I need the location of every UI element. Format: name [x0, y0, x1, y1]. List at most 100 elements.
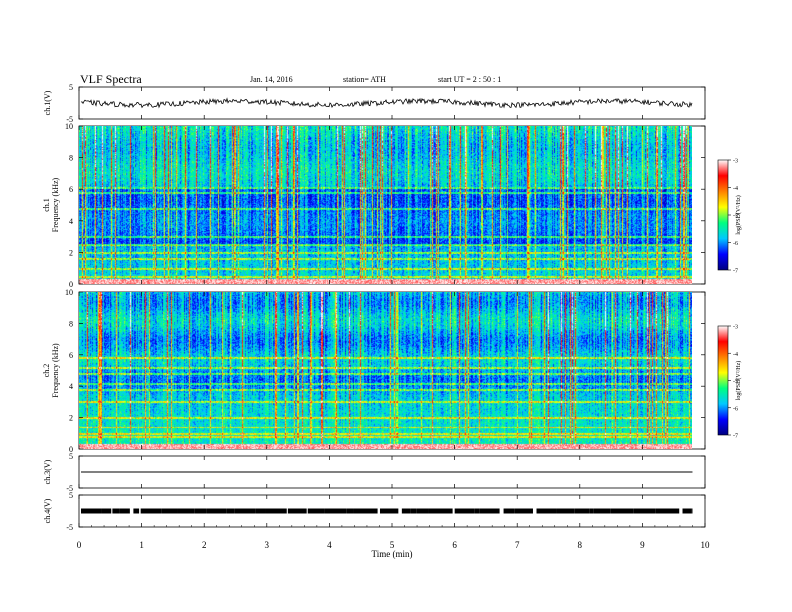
ch4-pulse-segment: [401, 508, 411, 514]
ch1-spectrogram-image: [79, 126, 692, 284]
x-axis-label: Time (min): [372, 549, 413, 559]
x-tick-label: 5: [390, 540, 395, 550]
ch2-spectrogram-image: [79, 292, 692, 449]
ch4-pulse-segment: [353, 508, 378, 514]
y-tick-label: 2: [69, 414, 73, 423]
y-tick-label: 8: [69, 154, 73, 163]
ch4-pulse-segment: [133, 508, 140, 514]
ch4-pulse-segment: [479, 508, 500, 514]
ch4-waveform-trace: [81, 508, 693, 514]
x-tick-label: 10: [701, 540, 711, 550]
ch1-colorbar: -3 -4 -5 -6 -7 log(PSD(V²/Hz): [717, 159, 742, 275]
ch4-pulse-segment: [416, 508, 429, 514]
ch4-pulse-segment: [682, 508, 692, 514]
ch4-pulse-segment: [454, 508, 475, 514]
ch4-pulse-segment: [112, 508, 120, 514]
ch4-pulse-segment: [287, 508, 307, 514]
y-tick-label: 5: [69, 491, 73, 500]
y-tick-label: -5: [66, 484, 73, 493]
colorbar-tick-label: -4: [733, 352, 738, 358]
ch4-pulse-segment: [255, 508, 266, 514]
y-tick-label: 5: [69, 83, 73, 92]
ch4-pulse-segment: [307, 508, 325, 514]
ch4-pulse-segment: [226, 508, 235, 514]
station-label: station= ATH: [343, 75, 386, 84]
colorbar-bar: [717, 325, 729, 436]
y-tick-label: 0: [69, 445, 73, 454]
x-tick-label: 2: [202, 540, 207, 550]
colorbar-tick-label: -6: [733, 241, 738, 247]
spectrogram-raster: [79, 126, 692, 284]
y-tick-label: 4: [69, 217, 73, 226]
colorbar-tick-label: -7: [733, 269, 738, 275]
ch4-pulse-segment: [610, 508, 634, 514]
y-axis-label: ch.3(V): [43, 459, 52, 484]
colorbar-tick-label: -5: [733, 379, 738, 385]
ch4-pulse-segment: [474, 508, 480, 514]
x-tick-label: 3: [265, 540, 270, 550]
y-tick-label: -5: [66, 523, 73, 532]
ch4-pulse-segment: [140, 508, 162, 514]
ch4-pulse-segment: [655, 508, 680, 514]
colorbar-tick-label: -3: [733, 325, 738, 331]
colorbar-tick-label: -6: [733, 406, 738, 412]
x-tick-label: 7: [515, 540, 520, 550]
y-tick-label: 6: [69, 185, 73, 194]
date-label: Jan. 14, 2016: [250, 75, 293, 84]
y-axis-channel-label: ch.2: [42, 364, 51, 378]
ch4-pulse-segment: [589, 508, 594, 514]
y-tick-label: 10: [65, 122, 73, 131]
start-time-label: start UT = 2 : 50 : 1: [438, 75, 501, 84]
colorbar-bar: [717, 159, 729, 271]
ch4-pulse-segment: [265, 508, 287, 514]
y-tick-label: 2: [69, 248, 73, 257]
x-tick-label: 1: [139, 540, 144, 550]
y-tick-label: 6: [69, 351, 73, 360]
ch4-pulse-segment: [101, 508, 112, 514]
y-tick-label: 10: [65, 288, 73, 297]
ch4-pulse-segment: [556, 508, 575, 514]
colorbar-label: log(PSD(V²/Hz): [735, 195, 742, 234]
x-axis-ticks: 0 1 2 3 4 5 6 7 8 9 10: [77, 87, 710, 550]
colorbar-label: log(PSD(V²/Hz): [735, 361, 742, 400]
y-tick-label: 4: [69, 382, 73, 391]
ch4-pulse-segment: [410, 508, 417, 514]
ch4-pulse-segment: [119, 508, 130, 514]
ch4-pulse-segment: [514, 508, 533, 514]
ch4-pulse-segment: [194, 508, 207, 514]
y-axis-label: ch.4(V): [43, 498, 52, 523]
x-tick-label: 6: [452, 540, 457, 550]
ch4-pulse-segment: [593, 508, 611, 514]
ch4-pulse-segment: [503, 508, 515, 514]
y-tick-label: 5: [69, 452, 73, 461]
y-axis-label: Frequency (kHz): [51, 177, 60, 232]
spectrogram-raster: [79, 292, 692, 449]
x-tick-label: 8: [578, 540, 583, 550]
y-tick-label: 8: [69, 319, 73, 328]
ch2-colorbar: -3 -4 -5 -6 -7 log(PSD(V²/Hz): [717, 325, 742, 440]
x-tick-label: 4: [327, 540, 332, 550]
ch4-pulse-segment: [633, 508, 656, 514]
ch4-pulse-segment: [536, 508, 557, 514]
ch4-pulse-segment: [574, 508, 590, 514]
figure-title: VLF Spectra: [80, 72, 142, 86]
ch4-pulse-segment: [206, 508, 227, 514]
y-axis-channel-label: ch.1: [42, 198, 51, 212]
ch4-pulse-segment: [379, 508, 399, 514]
ch4-pulse-segment: [81, 508, 102, 514]
colorbar-tick-label: -3: [733, 159, 738, 165]
colorbar-tick-label: -7: [733, 434, 738, 440]
y-tick-label: -5: [66, 115, 73, 124]
x-tick-label: 0: [77, 540, 82, 550]
ch4-pulse-segment: [428, 508, 453, 514]
y-tick-label: 0: [69, 280, 73, 289]
ch4-pulse-segment: [691, 508, 693, 514]
ch4-pulse-segment: [346, 508, 354, 514]
colorbar-tick-label: -4: [733, 186, 738, 192]
ch4-pulse-segment: [177, 508, 195, 514]
y-axis-label: ch.1(V): [43, 90, 52, 115]
ch4-pulse-segment: [234, 508, 256, 514]
ch1-waveform-trace: [80, 97, 693, 109]
